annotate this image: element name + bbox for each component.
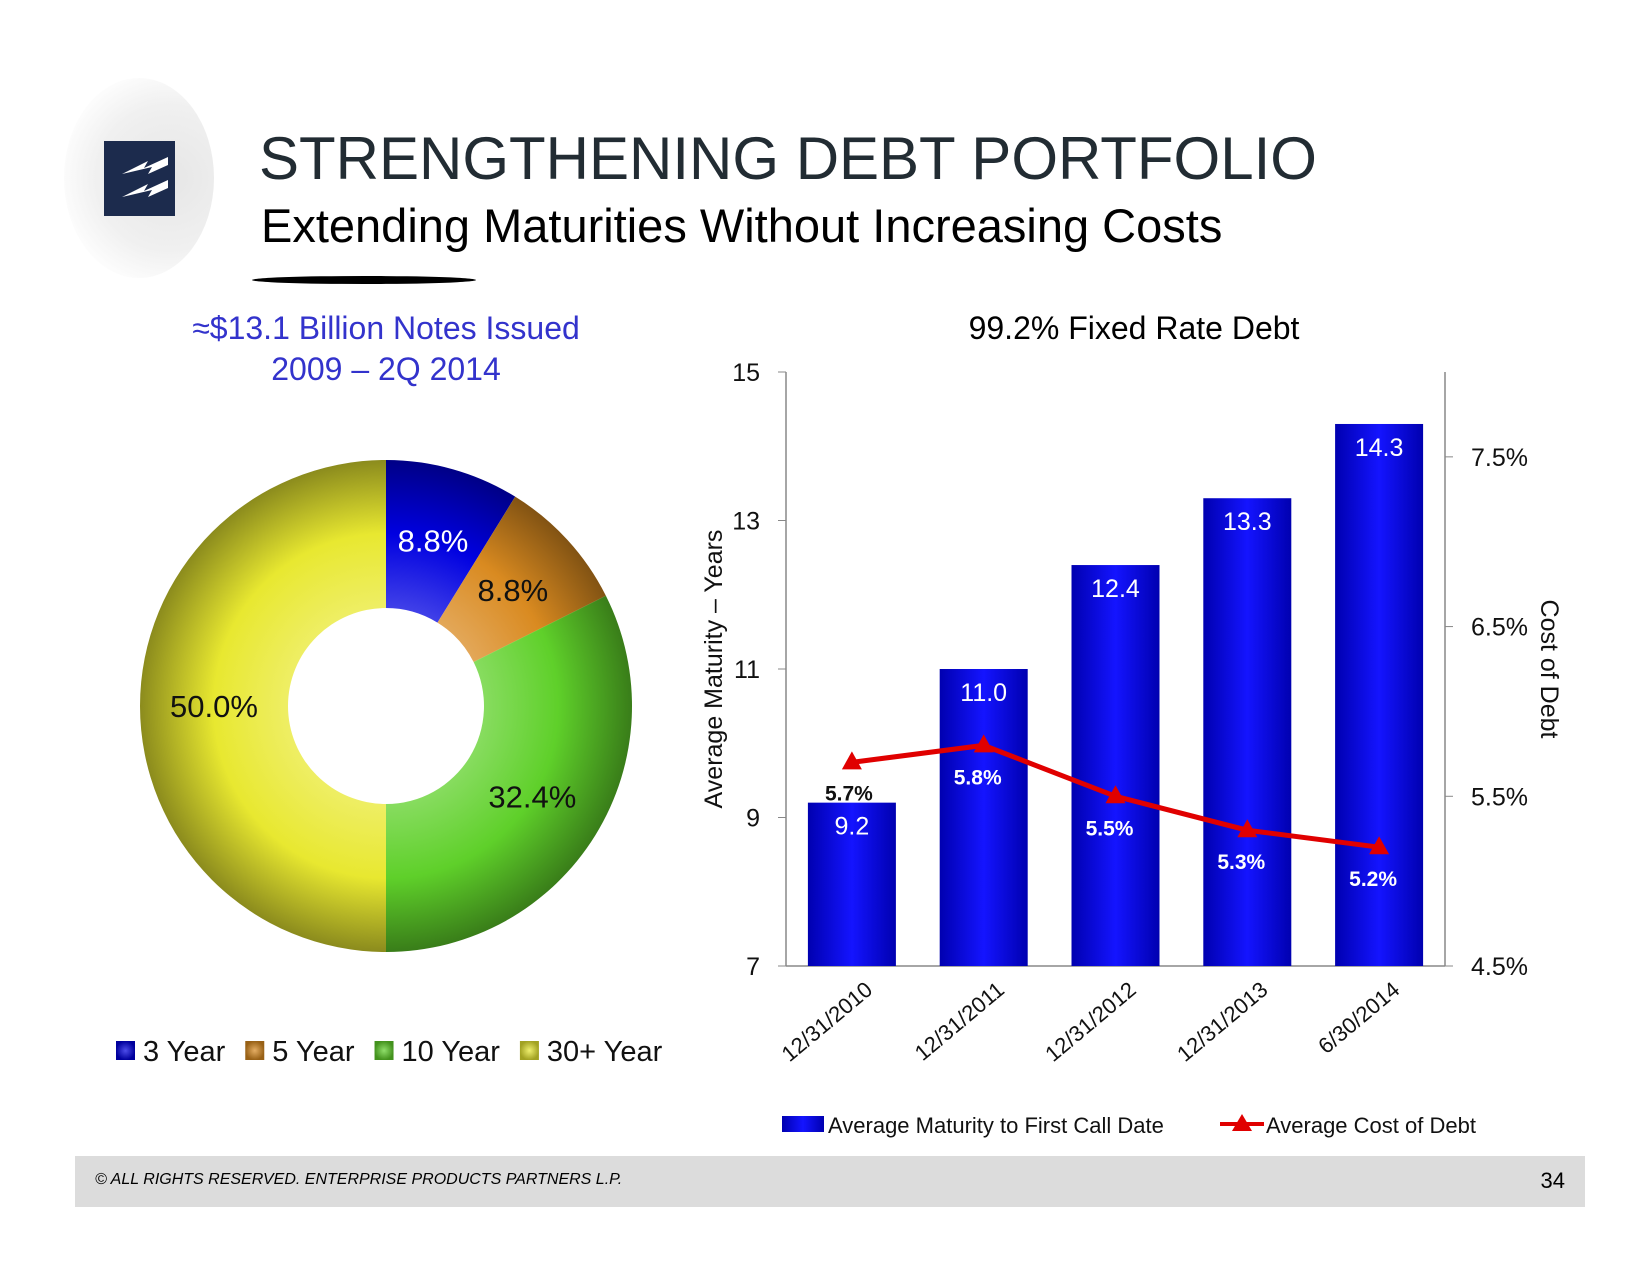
legend-label: Average Maturity to First Call Date — [828, 1113, 1164, 1138]
bar-data-label: 14.3 — [1355, 434, 1404, 462]
title-underline — [252, 276, 476, 284]
y2-tick-label: 5.5% — [1471, 783, 1528, 811]
donut-slice-30-year — [140, 460, 386, 952]
x-tick-label: 6/30/2014 — [1313, 977, 1404, 1059]
legend-swatch — [519, 1041, 539, 1060]
copyright-text: © ALL RIGHTS RESERVED. ENTERPRISE PRODUC… — [95, 1171, 623, 1188]
page-title: STRENGTHENING DEBT PORTFOLIO — [259, 125, 1317, 192]
donut-chart: 8.8% 8.8% 32.4% 50.0% 3 Year 5 Year 10 Year 30+… — [116, 460, 663, 1068]
legend-label: Average Cost of Debt — [1266, 1113, 1476, 1138]
line-marker — [1237, 819, 1258, 838]
y2-axis-label: Cost of Debt — [1535, 600, 1563, 739]
legend-swatch — [374, 1041, 394, 1060]
slice-data-label: 50.0% — [170, 689, 258, 724]
donut-slice-5-year — [437, 496, 606, 663]
y-tick-label: 9 — [746, 805, 760, 833]
legend-label: 30+ Year — [547, 1036, 663, 1068]
x-tick-label: 12/31/2011 — [910, 977, 1009, 1066]
slice-data-label: 8.8% — [478, 573, 549, 608]
x-tick-label: 12/31/2012 — [1040, 977, 1140, 1067]
bar — [1335, 423, 1424, 967]
line-marker — [1105, 785, 1126, 804]
x-tick-label: 12/31/2013 — [1172, 977, 1272, 1067]
enterprise-logo-icon — [104, 141, 175, 216]
line-data-label: 5.5% — [1086, 817, 1134, 840]
y-tick-label: 13 — [732, 508, 760, 536]
slice-data-label: 32.4% — [488, 779, 576, 814]
legend-label: 5 Year — [272, 1036, 355, 1068]
page-subtitle: Extending Maturities Without Increasing … — [261, 199, 1223, 252]
y-axis-label: Average Maturity – Years — [700, 530, 728, 809]
y2-tick-label: 6.5% — [1471, 614, 1528, 642]
y2-tick-label: 4.5% — [1471, 953, 1528, 981]
line-data-label: 5.7% — [825, 782, 873, 805]
bar-line-chart: 7 9 11 13 15 4.5% 5.5% 6.5% 7.5% Average Maturity… — [700, 359, 1563, 1138]
line-data-label: 5.3% — [1217, 851, 1265, 874]
footer-bar: © ALL RIGHTS RESERVED. ENTERPRISE PRODUC… — [75, 1156, 1585, 1207]
line-marker — [973, 734, 994, 753]
pie-title-line2: 2009 – 2Q 2014 — [271, 351, 501, 387]
legend-marker — [1232, 1114, 1252, 1131]
slice-data-label: 8.8% — [398, 524, 469, 559]
legend-label: 10 Year — [402, 1036, 501, 1068]
legend-label: 3 Year — [143, 1036, 226, 1068]
bar-data-label: 11.0 — [960, 679, 1007, 707]
line-marker — [1369, 836, 1390, 855]
legend-swatch — [245, 1041, 265, 1060]
bar — [939, 669, 1028, 966]
legend-swatch-bar — [782, 1116, 824, 1132]
donut-slice-10-year — [386, 595, 632, 952]
line-data-label: 5.2% — [1349, 868, 1397, 891]
y-tick-label: 7 — [746, 953, 760, 981]
bar-chart-title: 99.2% Fixed Rate Debt — [968, 310, 1300, 346]
y-tick-label: 11 — [734, 656, 760, 684]
legend-swatch — [116, 1041, 135, 1060]
y-tick-label: 15 — [732, 359, 760, 387]
bar-data-label: 12.4 — [1091, 575, 1140, 603]
y2-tick-label: 7.5% — [1471, 444, 1528, 472]
pie-chart-title: ≈$13.1 Billion Notes Issued 2009 – 2Q 20… — [136, 308, 636, 390]
bar — [807, 802, 896, 966]
line-marker — [841, 751, 862, 770]
line-data-label: 5.8% — [954, 766, 1002, 789]
bar-data-label: 9.2 — [835, 813, 870, 841]
bar — [1071, 565, 1160, 966]
pie-title-line1: ≈$13.1 Billion Notes Issued — [192, 310, 580, 346]
bar-data-label: 13.3 — [1223, 508, 1272, 536]
page-number: 34 — [1540, 1168, 1565, 1193]
bar — [1203, 498, 1292, 966]
x-tick-label: 12/31/2010 — [777, 977, 877, 1067]
donut-slice-3-year — [386, 460, 516, 623]
